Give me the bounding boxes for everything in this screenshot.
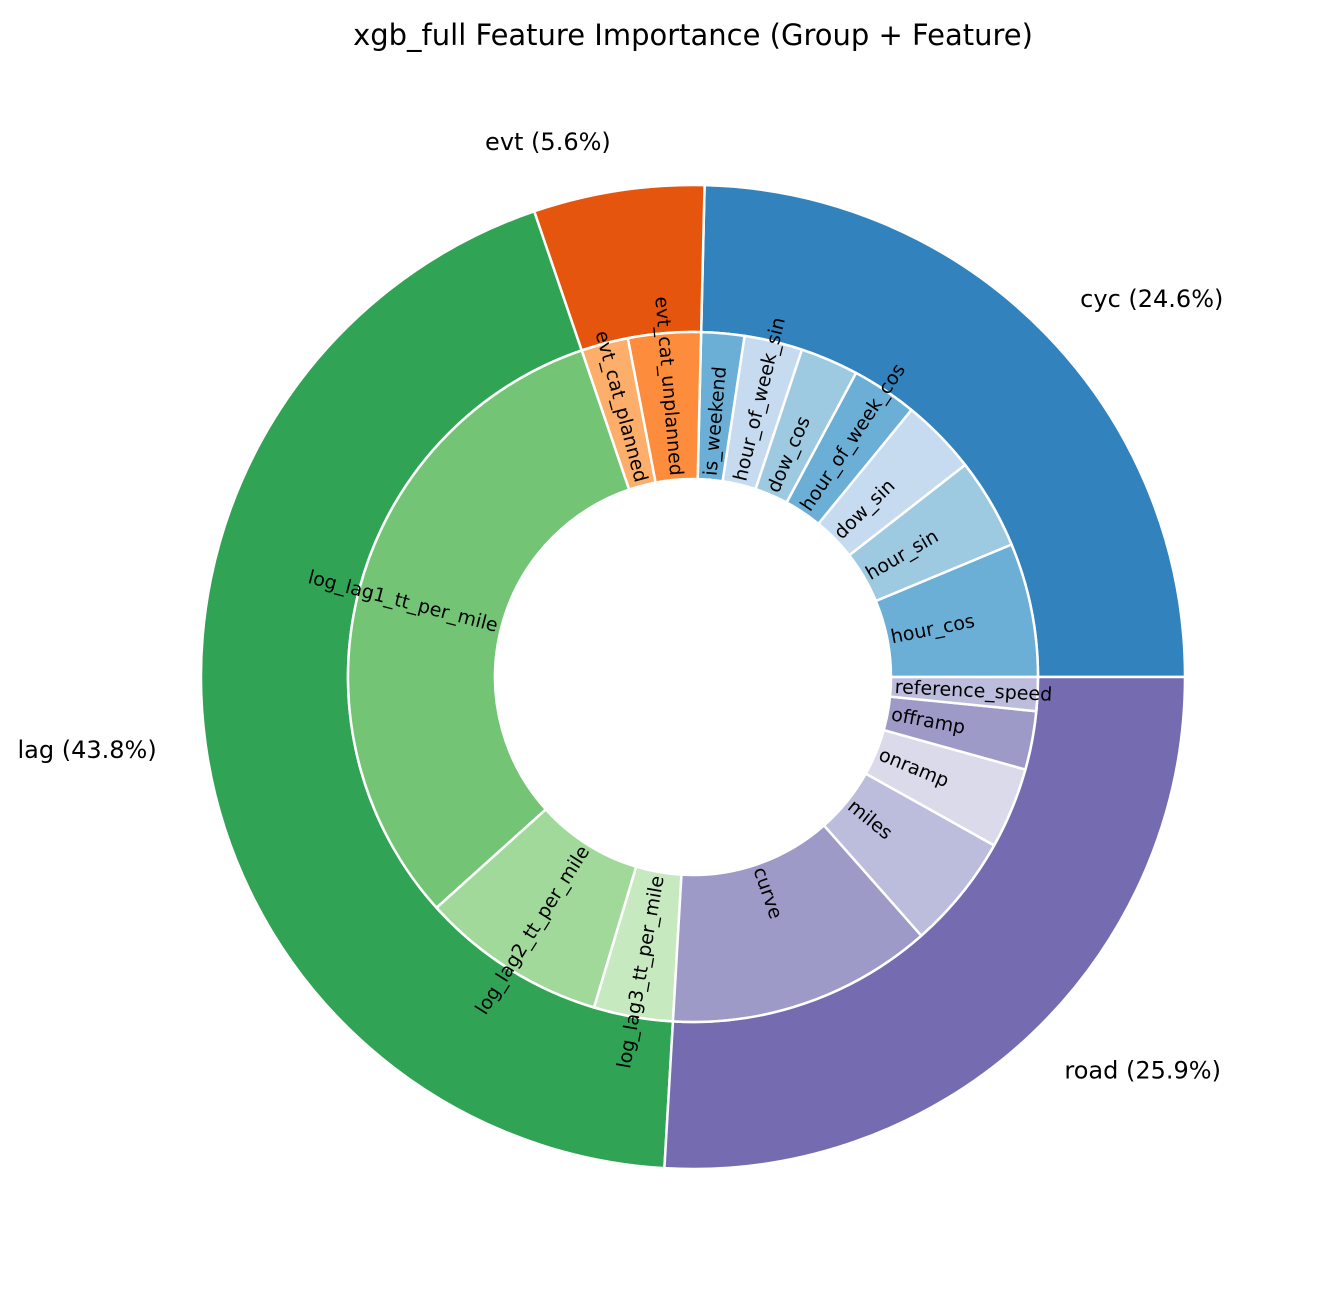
chart-title: xgb_full Feature Importance (Group + Fea… <box>353 18 1033 52</box>
feature-wedge-log_lag1_tt_per_mile <box>346 348 631 910</box>
group-labels: cyc (24.6%) evt (5.6%) lag (43.8%) road (25… <box>18 128 1224 1085</box>
group-label-road: road (25.9%) <box>1064 1057 1221 1085</box>
outer-ring <box>199 183 1187 1171</box>
group-label-cyc: cyc (24.6%) <box>1080 285 1223 313</box>
feature-wedge-reference_speed <box>888 675 1040 713</box>
group-label-evt: evt (5.6%) <box>485 128 611 156</box>
inner-ring <box>346 330 1040 1024</box>
group-label-lag: lag (43.8%) <box>18 736 157 764</box>
